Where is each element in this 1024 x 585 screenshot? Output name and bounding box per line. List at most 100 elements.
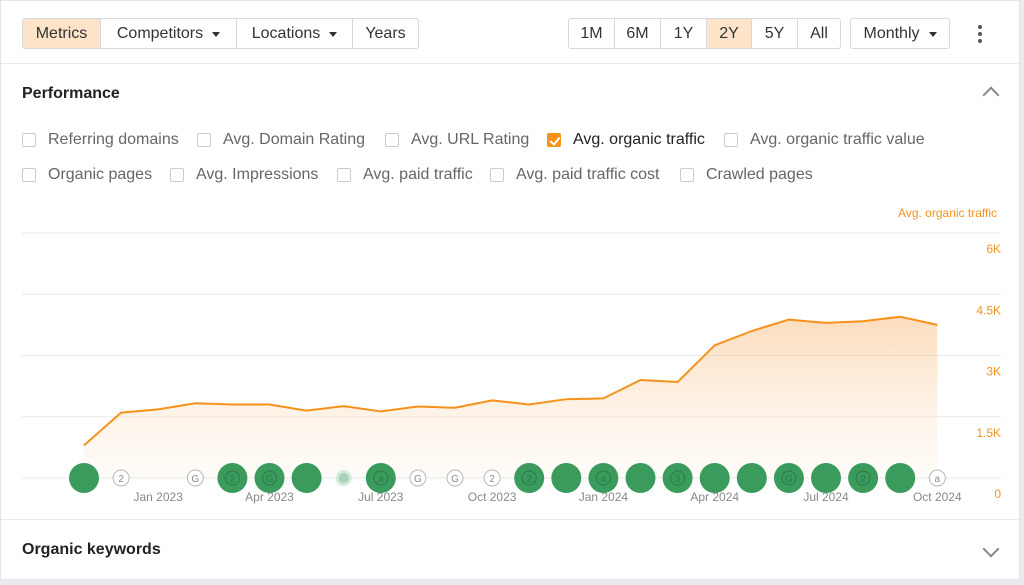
metric-label: Avg. organic traffic <box>573 131 705 148</box>
event-marker-icon[interactable] <box>811 463 841 493</box>
x-tick-label: Apr 2023 <box>245 490 294 504</box>
checkbox-icon <box>22 133 36 147</box>
x-tick-label: Jul 2023 <box>358 490 404 504</box>
range-all[interactable]: All <box>810 24 828 42</box>
metric-checkbox-referring-domains[interactable]: Referring domains <box>22 131 179 149</box>
metric-checkbox-avg-organic-traffic-value[interactable]: Avg. organic traffic value <box>724 131 925 149</box>
event-marker-icon[interactable] <box>69 463 99 493</box>
svg-text:G: G <box>266 474 274 485</box>
event-marker-icon[interactable]: a <box>588 463 619 493</box>
metric-checkbox-avg-domain-rating[interactable]: Avg. Domain Rating <box>197 131 365 149</box>
checkbox-checked-icon <box>547 133 561 147</box>
event-marker-icon[interactable]: 3 <box>662 463 693 493</box>
svg-text:G: G <box>414 474 422 485</box>
tab-competitors[interactable]: Competitors <box>101 19 237 48</box>
range-1m[interactable]: 1M <box>569 19 615 48</box>
event-marker-icon[interactable] <box>736 463 767 493</box>
event-marker-icon[interactable]: G <box>446 469 464 487</box>
interval-dropdown[interactable]: Monthly <box>850 18 950 49</box>
svg-text:2: 2 <box>489 474 495 485</box>
checkbox-icon <box>680 168 694 182</box>
event-marker-icon[interactable]: a <box>365 463 396 493</box>
event-marker-icon[interactable] <box>625 463 656 493</box>
metric-checkbox-crawled-pages[interactable]: Crawled pages <box>680 166 813 184</box>
more-options-icon[interactable] <box>971 23 989 45</box>
event-marker-icon[interactable] <box>291 463 322 493</box>
event-marker-icon[interactable] <box>699 463 730 493</box>
x-tick-label: Jul 2024 <box>803 490 849 504</box>
traffic-line <box>83 315 938 447</box>
event-marker-icon[interactable]: 2 <box>217 463 248 493</box>
event-marker-icon[interactable]: 2 <box>514 463 545 493</box>
metric-checkbox-avg-paid-traffic[interactable]: Avg. paid traffic <box>337 166 473 184</box>
section-title-organic-keywords: Organic keywords <box>22 541 161 558</box>
event-marker-icon[interactable]: G <box>254 463 285 493</box>
traffic-area <box>84 316 938 478</box>
event-marker-icon[interactable]: G <box>186 469 204 487</box>
range-6m[interactable]: 6M <box>615 19 661 48</box>
checkbox-icon <box>337 168 351 182</box>
chevron-down-icon <box>329 32 338 37</box>
checkbox-icon <box>197 133 211 147</box>
svg-text:2: 2 <box>860 474 866 485</box>
event-marker-icon[interactable]: G <box>409 469 427 487</box>
x-tick-label: Oct 2023 <box>468 490 517 504</box>
tab-metrics[interactable]: Metrics <box>23 19 101 48</box>
svg-text:a: a <box>601 474 607 485</box>
metric-label: Crawled pages <box>706 166 813 183</box>
svg-text:G: G <box>785 474 793 485</box>
tab-label: Locations <box>251 24 321 42</box>
expand-chevron-icon[interactable] <box>982 540 1000 558</box>
tab-years[interactable]: Years <box>353 19 418 48</box>
y-tick-label: 0 <box>994 487 1001 501</box>
event-marker-icon[interactable]: G <box>773 463 804 493</box>
chevron-down-icon <box>928 32 937 37</box>
x-tick-label: Oct 2024 <box>913 490 962 504</box>
svg-text:G: G <box>451 474 459 485</box>
checkbox-icon <box>385 133 399 147</box>
event-marker-icon[interactable]: 2 <box>848 463 879 493</box>
tab-locations[interactable]: Locations <box>237 19 353 48</box>
event-marker-icon[interactable]: 2 <box>483 469 501 487</box>
section-divider <box>1 519 1019 520</box>
y-tick-label: 3K <box>986 365 1001 379</box>
event-marker-icon[interactable] <box>885 463 916 493</box>
range-1y[interactable]: 1Y <box>661 19 707 48</box>
metric-checkbox-avg-impressions[interactable]: Avg. Impressions <box>170 166 318 184</box>
checkbox-icon <box>724 133 738 147</box>
chevron-down-icon <box>212 32 221 37</box>
range-5y[interactable]: 5Y <box>752 19 798 48</box>
metric-label: Avg. Domain Rating <box>223 131 365 148</box>
date-range-selector: 1M 6M 1Y 2Y 5Y All <box>568 18 841 49</box>
event-marker-icon[interactable] <box>335 470 352 486</box>
event-marker-icon[interactable]: 2 <box>112 469 130 487</box>
metric-label: Avg. Impressions <box>196 166 319 183</box>
metric-label: Avg. organic traffic value <box>750 131 925 148</box>
tab-label: Competitors <box>116 24 204 42</box>
checkbox-icon <box>22 168 36 182</box>
svg-text:a: a <box>378 474 384 485</box>
metric-label: Referring domains <box>48 131 179 148</box>
range-2y[interactable]: 2Y <box>707 19 752 48</box>
x-tick-label: Apr 2024 <box>690 490 739 504</box>
metric-checkbox-organic-pages[interactable]: Organic pages <box>22 166 152 184</box>
metric-checkbox-avg-paid-traffic-cost[interactable]: Avg. paid traffic cost <box>490 166 659 184</box>
metric-checkbox-avg-url-rating[interactable]: Avg. URL Rating <box>385 131 529 149</box>
tab-label: Years <box>365 24 406 42</box>
metric-label: Avg. URL Rating <box>411 131 530 148</box>
svg-text:a: a <box>935 474 941 485</box>
traffic-chart: 0 1.5K 3K 4.5K 6K Jan 2023 Apr 2023 Jul 2023 Oct… <box>22 232 1001 504</box>
metric-label: Avg. paid traffic <box>363 166 473 183</box>
metric-label: Organic pages <box>48 166 153 183</box>
metric-checkbox-avg-organic-traffic[interactable]: Avg. organic traffic <box>547 131 705 149</box>
chart-toolbar: Metrics Competitors Locations Years 1M 6M 1Y 2… <box>1 1 1019 64</box>
checkbox-icon <box>490 168 504 182</box>
svg-text:2: 2 <box>118 474 124 485</box>
x-tick-label: Jan 2023 <box>134 490 184 504</box>
view-tabs: Metrics Competitors Locations Years <box>22 18 419 49</box>
section-title-performance: Performance <box>22 85 120 102</box>
x-tick-label: Jan 2024 <box>579 490 629 504</box>
event-marker-icon[interactable] <box>551 463 582 493</box>
tab-label: Metrics <box>35 24 88 42</box>
event-marker-icon[interactable]: a <box>928 469 946 487</box>
